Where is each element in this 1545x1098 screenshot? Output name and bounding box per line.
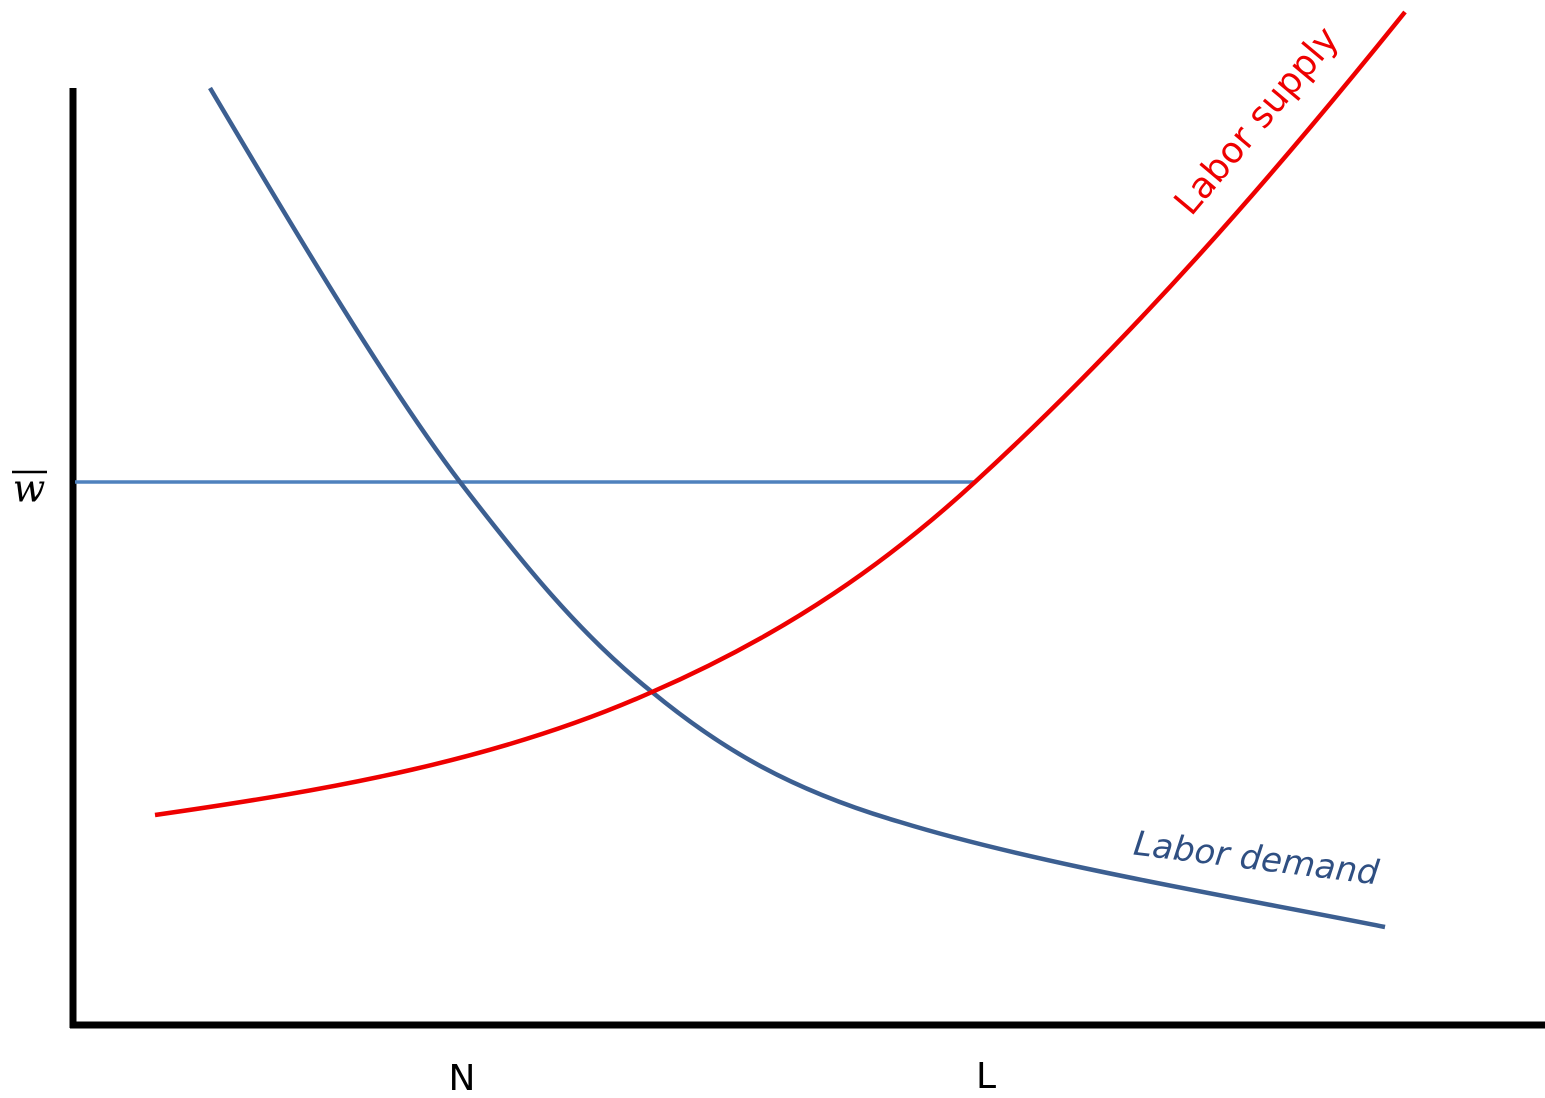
supply-curve bbox=[154, 10, 1407, 818]
demand-label: Labor demand bbox=[1131, 824, 1381, 894]
x-label-l: L bbox=[976, 1056, 996, 1097]
demand-curve bbox=[208, 86, 1386, 930]
x-label-n: N bbox=[449, 1058, 476, 1098]
wage-label: w bbox=[13, 467, 46, 511]
